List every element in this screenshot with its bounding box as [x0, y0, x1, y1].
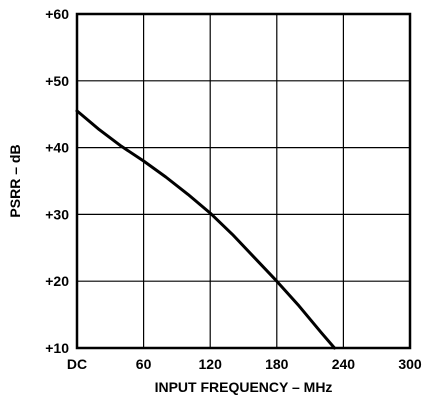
x-tick-label: 300 — [398, 356, 422, 372]
x-tick-labels: DC 60 120 180 240 300 — [67, 356, 422, 372]
y-tick-label: +30 — [45, 206, 69, 222]
x-axis-title: INPUT FREQUENCY – MHz — [155, 379, 333, 395]
x-tick-label: 240 — [332, 356, 356, 372]
x-tick-label: DC — [67, 356, 87, 372]
x-tick-label: 180 — [265, 356, 289, 372]
psrr-curve — [75, 109, 336, 350]
grid — [77, 14, 410, 348]
y-tick-label: +10 — [45, 340, 69, 356]
series-layer — [75, 109, 336, 350]
y-tick-labels: +10 +20 +30 +40 +50 +60 — [45, 6, 69, 356]
y-tick-label: +20 — [45, 273, 69, 289]
plot-frame — [75, 12, 412, 350]
y-axis-title: PSRR – dB — [7, 144, 23, 217]
y-tick-label: +40 — [45, 140, 69, 156]
x-tick-label: 120 — [199, 356, 223, 372]
y-tick-label: +60 — [45, 6, 69, 22]
y-tick-label: +50 — [45, 73, 69, 89]
x-tick-label: 60 — [136, 356, 152, 372]
